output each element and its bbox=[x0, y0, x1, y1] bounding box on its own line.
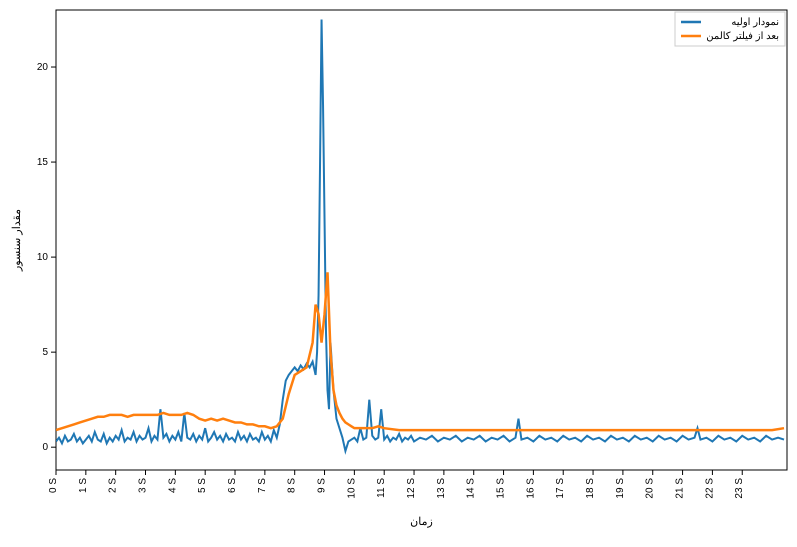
x-tick-label: 19 S bbox=[615, 478, 626, 499]
x-tick-label: 21 S bbox=[675, 478, 686, 499]
x-tick-label: 12 S bbox=[406, 478, 417, 499]
y-tick-label: 5 bbox=[42, 347, 48, 358]
y-tick-label: 10 bbox=[37, 252, 49, 263]
x-tick-label: 15 S bbox=[496, 478, 507, 499]
x-tick-label: 1 S bbox=[78, 478, 89, 493]
x-tick-label: 13 S bbox=[436, 478, 447, 499]
x-tick-label: 6 S bbox=[227, 478, 238, 493]
x-tick-label: 0 S bbox=[48, 478, 59, 493]
x-tick-label: 14 S bbox=[466, 478, 477, 499]
x-tick-label: 22 S bbox=[704, 478, 715, 499]
x-tick-label: 16 S bbox=[525, 478, 536, 499]
y-tick-label: 20 bbox=[37, 62, 49, 73]
x-tick-label: 17 S bbox=[555, 478, 566, 499]
series-raw bbox=[56, 20, 784, 451]
x-tick-label: 8 S bbox=[287, 478, 298, 493]
y-tick-label: 0 bbox=[42, 442, 48, 453]
line-chart: 0 5 10 15 20 0 S 1 S 2 S 3 S 4 S 5 S 6 S 7 S 8 S 9 S 10… bbox=[0, 0, 797, 547]
series-kalman bbox=[56, 272, 784, 430]
y-axis-label: مقدار سنسور bbox=[11, 209, 23, 272]
x-tick-label: 5 S bbox=[197, 478, 208, 493]
x-tick-label: 2 S bbox=[108, 478, 119, 493]
x-tick-label: 3 S bbox=[138, 478, 149, 493]
x-tick-label: 9 S bbox=[317, 478, 328, 493]
x-tick-label: 23 S bbox=[734, 478, 745, 499]
chart-container: 0 5 10 15 20 0 S 1 S 2 S 3 S 4 S 5 S 6 S 7 S 8 S 9 S 10… bbox=[0, 0, 797, 547]
x-tick-label: 18 S bbox=[585, 478, 596, 499]
y-tick-label: 15 bbox=[37, 157, 49, 168]
legend-label: بعد از فیلتر کالمن bbox=[706, 31, 779, 42]
x-tick-label: 20 S bbox=[645, 478, 656, 499]
plot-border bbox=[56, 10, 787, 470]
x-tick-label: 10 S bbox=[346, 478, 357, 499]
x-tick-label: 11 S bbox=[376, 478, 387, 498]
x-tick-label: 4 S bbox=[167, 478, 178, 493]
x-tick-label: 7 S bbox=[257, 478, 268, 493]
legend-label: نمودار اولیه bbox=[731, 17, 779, 28]
x-axis-label: زمان bbox=[410, 516, 433, 528]
